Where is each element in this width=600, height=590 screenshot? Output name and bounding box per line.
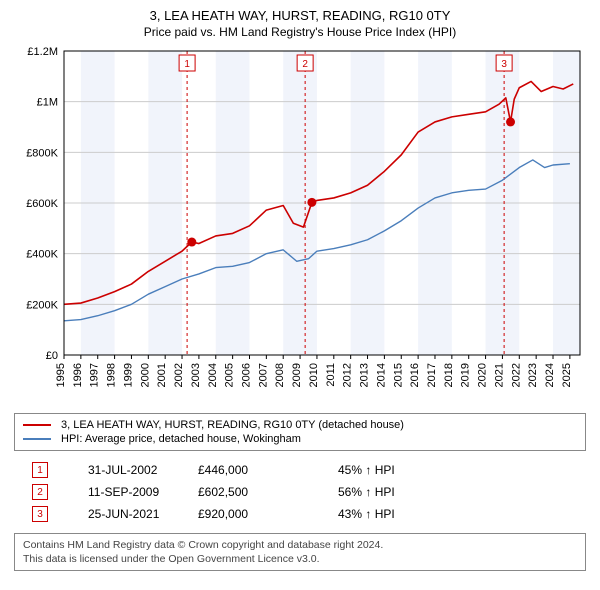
sales-row: 211-SEP-2009£602,50056% ↑ HPI (14, 481, 586, 503)
line-chart: £0 £200K £400K £600K £800K £1M £1.2M 1995 1996 19… (14, 45, 586, 405)
legend-row: HPI: Average price, detached house, Woki… (23, 432, 577, 446)
svg-text:2011: 2011 (325, 363, 337, 387)
svg-text:£1.2M: £1.2M (27, 46, 58, 58)
footer-attribution: Contains HM Land Registry data © Crown c… (14, 533, 586, 571)
chart-area: £0 £200K £400K £600K £800K £1M £1.2M 1995 1996 19… (14, 45, 586, 405)
svg-text:2000: 2000 (139, 363, 151, 387)
svg-text:2018: 2018 (443, 363, 455, 387)
svg-text:1995: 1995 (55, 363, 67, 387)
arrow-up-icon: ↑ HPI (365, 507, 394, 521)
svg-text:1: 1 (184, 59, 190, 70)
sales-row: 325-JUN-2021£920,00043% ↑ HPI (14, 503, 586, 525)
legend-swatch (23, 424, 51, 426)
sales-date: 25-JUN-2021 (48, 507, 198, 521)
svg-text:1997: 1997 (89, 363, 101, 387)
svg-text:2012: 2012 (342, 363, 354, 387)
sales-price: £602,500 (198, 485, 338, 499)
svg-text:£200K: £200K (26, 299, 58, 311)
svg-text:3: 3 (501, 59, 507, 70)
svg-text:2009: 2009 (291, 363, 303, 387)
sales-marker: 2 (32, 484, 48, 500)
svg-text:£1M: £1M (37, 97, 58, 109)
legend-row: 3, LEA HEATH WAY, HURST, READING, RG10 0… (23, 418, 577, 432)
svg-text:£600K: £600K (26, 198, 58, 210)
footer-line-2: This data is licensed under the Open Gov… (23, 552, 577, 566)
svg-text:2016: 2016 (409, 363, 421, 387)
svg-text:2004: 2004 (207, 363, 219, 387)
sales-price: £920,000 (198, 507, 338, 521)
svg-text:2022: 2022 (510, 363, 522, 387)
sales-price: £446,000 (198, 463, 338, 477)
sales-table: 131-JUL-2002£446,00045% ↑ HPI211-SEP-200… (14, 459, 586, 525)
chart-title: 3, LEA HEATH WAY, HURST, READING, RG10 0… (14, 8, 586, 23)
svg-text:2: 2 (302, 59, 308, 70)
svg-text:2015: 2015 (392, 363, 404, 387)
svg-text:2023: 2023 (527, 363, 539, 387)
arrow-up-icon: ↑ HPI (365, 485, 394, 499)
sales-pct: 43% ↑ HPI (338, 507, 458, 521)
svg-text:2006: 2006 (240, 363, 252, 387)
svg-text:1998: 1998 (106, 363, 118, 387)
sales-date: 31-JUL-2002 (48, 463, 198, 477)
svg-text:2017: 2017 (426, 363, 438, 387)
chart-subtitle: Price paid vs. HM Land Registry's House … (14, 25, 586, 39)
svg-text:£0: £0 (46, 350, 58, 362)
svg-text:2001: 2001 (156, 363, 168, 387)
svg-text:2019: 2019 (460, 363, 472, 387)
svg-text:2024: 2024 (544, 363, 556, 387)
svg-text:2020: 2020 (477, 363, 489, 387)
svg-text:£800K: £800K (26, 147, 58, 159)
arrow-up-icon: ↑ HPI (365, 463, 394, 477)
svg-text:2013: 2013 (359, 363, 371, 387)
svg-text:2021: 2021 (493, 363, 505, 387)
svg-text:2002: 2002 (173, 363, 185, 387)
svg-text:1996: 1996 (72, 363, 84, 387)
legend-label: HPI: Average price, detached house, Woki… (61, 433, 301, 445)
svg-text:2008: 2008 (274, 363, 286, 387)
sales-marker: 3 (32, 506, 48, 522)
svg-text:2010: 2010 (308, 363, 320, 387)
svg-text:2007: 2007 (257, 363, 269, 387)
legend-swatch (23, 438, 51, 440)
svg-text:2014: 2014 (375, 363, 387, 387)
svg-text:1999: 1999 (122, 363, 134, 387)
svg-text:2025: 2025 (561, 363, 573, 387)
sales-pct: 56% ↑ HPI (338, 485, 458, 499)
svg-text:£400K: £400K (26, 249, 58, 261)
legend-label: 3, LEA HEATH WAY, HURST, READING, RG10 0… (61, 419, 404, 431)
svg-text:2003: 2003 (190, 363, 202, 387)
sales-date: 11-SEP-2009 (48, 485, 198, 499)
svg-text:2005: 2005 (224, 363, 236, 387)
legend: 3, LEA HEATH WAY, HURST, READING, RG10 0… (14, 413, 586, 451)
footer-line-1: Contains HM Land Registry data © Crown c… (23, 538, 577, 552)
sales-row: 131-JUL-2002£446,00045% ↑ HPI (14, 459, 586, 481)
sales-marker: 1 (32, 462, 48, 478)
sales-pct: 45% ↑ HPI (338, 463, 458, 477)
chart-container: 3, LEA HEATH WAY, HURST, READING, RG10 0… (0, 0, 600, 581)
